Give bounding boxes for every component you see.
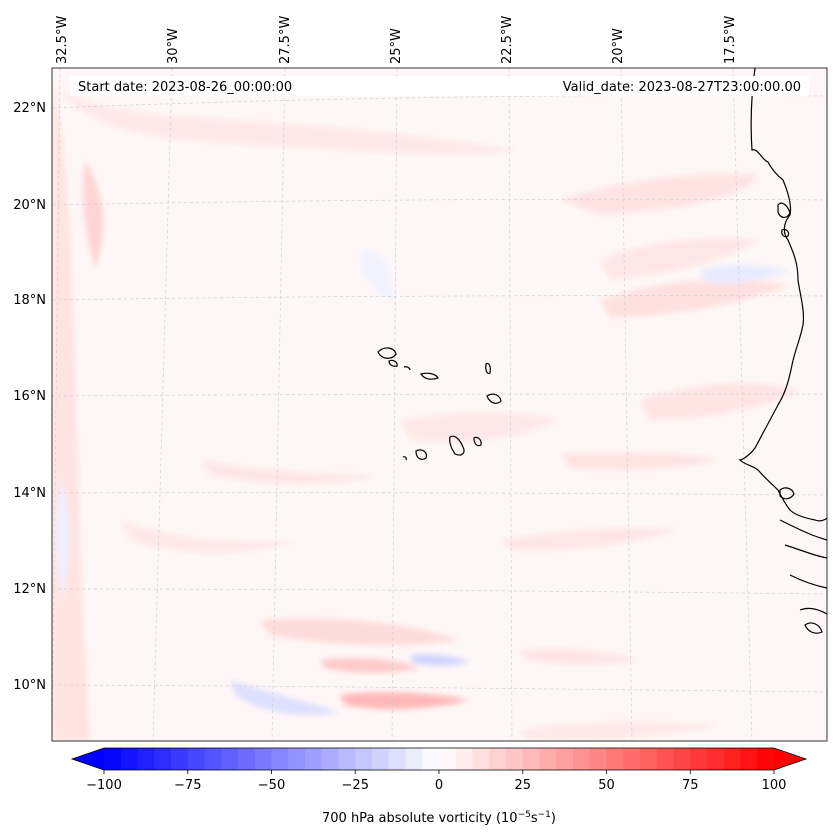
lon-label: 30°W xyxy=(166,28,181,64)
colorbar-cell xyxy=(388,748,406,770)
colorbar-cell xyxy=(422,748,440,770)
colorbar-cell xyxy=(522,748,540,770)
start-date-label: Start date: 2023-08-26_00:00:00 xyxy=(78,80,292,95)
lat-label: 20°N xyxy=(13,198,46,213)
colorbar-cell xyxy=(271,748,289,770)
colorbar-cell xyxy=(573,748,591,770)
lat-label: 12°N xyxy=(13,582,46,597)
longitude-labels: 32.5°W 30°W 27.5°W 25°W 22.5°W 20°W 17.5… xyxy=(55,16,738,64)
colorbar-cell xyxy=(723,748,741,770)
colorbar-tick-label: 75 xyxy=(682,778,699,793)
colorbar-cell xyxy=(288,748,306,770)
colorbar-cells xyxy=(104,748,775,770)
colorbar-cell xyxy=(321,748,339,770)
colorbar-tick-label: −75 xyxy=(174,778,201,793)
lat-label: 14°N xyxy=(13,486,46,501)
valid-date-label: Valid_date: 2023-08-27T23:00:00.00 xyxy=(563,80,801,95)
colorbar-cell xyxy=(556,748,574,770)
coastline xyxy=(377,68,827,634)
lat-label: 22°N xyxy=(13,101,46,116)
colorbar-tick-label: 25 xyxy=(514,778,531,793)
lon-label: 22.5°W xyxy=(500,16,515,64)
colorbar-cell xyxy=(707,748,725,770)
colorbar-cell xyxy=(372,748,390,770)
lon-label: 27.5°W xyxy=(278,16,293,64)
colorbar-cell xyxy=(740,748,758,770)
colorbar-cell xyxy=(305,748,323,770)
colorbar-cell xyxy=(690,748,708,770)
colorbar-cell xyxy=(673,748,691,770)
colorbar-cell xyxy=(640,748,658,770)
colorbar: −100 −75 −50 −25 0 25 50 75 100 700 hPa absolute… xyxy=(70,747,808,826)
colorbar-tick-label: 0 xyxy=(435,778,443,793)
graticule xyxy=(52,68,827,741)
colorbar-cell xyxy=(254,748,272,770)
vorticity-contours xyxy=(52,80,800,741)
colorbar-cell xyxy=(221,748,239,770)
date-banner xyxy=(70,76,809,96)
colorbar-low-extend-arrow xyxy=(72,748,104,770)
colorbar-cell xyxy=(606,748,624,770)
colorbar-cell xyxy=(472,748,490,770)
colorbar-ticks: −100 −75 −50 −25 0 25 50 75 100 xyxy=(86,770,786,793)
lon-label: 17.5°W xyxy=(723,16,738,64)
lon-label: 32.5°W xyxy=(55,16,70,64)
lon-label: 20°W xyxy=(611,28,626,64)
colorbar-cell xyxy=(104,748,122,770)
colorbar-tick-label: −25 xyxy=(342,778,369,793)
lat-label: 16°N xyxy=(13,389,46,404)
colorbar-cell xyxy=(137,748,155,770)
colorbar-tick-label: 50 xyxy=(598,778,615,793)
colorbar-cell xyxy=(489,748,507,770)
colorbar-cell xyxy=(238,748,256,770)
lat-label: 18°N xyxy=(13,293,46,308)
colorbar-high-extend-arrow xyxy=(774,748,806,770)
colorbar-cell xyxy=(506,748,524,770)
colorbar-tick-label: −100 xyxy=(86,778,122,793)
colorbar-title: 700 hPa absolute vorticity (10−5s−1) xyxy=(322,810,556,826)
colorbar-cell xyxy=(187,748,205,770)
colorbar-cell xyxy=(154,748,172,770)
colorbar-cell xyxy=(405,748,423,770)
colorbar-cell xyxy=(757,748,775,770)
map-panel[interactable]: Start date: 2023-08-26_00:00:00 Valid_da… xyxy=(52,68,827,741)
colorbar-tick-label: 100 xyxy=(762,778,787,793)
colorbar-cell xyxy=(539,748,557,770)
latitude-labels: 22°N 20°N 18°N 16°N 14°N 12°N 10°N xyxy=(13,101,46,693)
colorbar-cell xyxy=(455,748,473,770)
colorbar-cell xyxy=(355,748,373,770)
colorbar-cell xyxy=(589,748,607,770)
colorbar-cell xyxy=(120,748,138,770)
lat-label: 10°N xyxy=(13,678,46,693)
colorbar-cell xyxy=(204,748,222,770)
map-frame xyxy=(51,67,828,742)
colorbar-cell xyxy=(623,748,641,770)
colorbar-cell xyxy=(439,748,457,770)
lon-label: 25°W xyxy=(389,28,404,64)
colorbar-cell xyxy=(656,748,674,770)
colorbar-tick-label: −50 xyxy=(258,778,285,793)
colorbar-cell xyxy=(338,748,356,770)
colorbar-cell xyxy=(171,748,189,770)
